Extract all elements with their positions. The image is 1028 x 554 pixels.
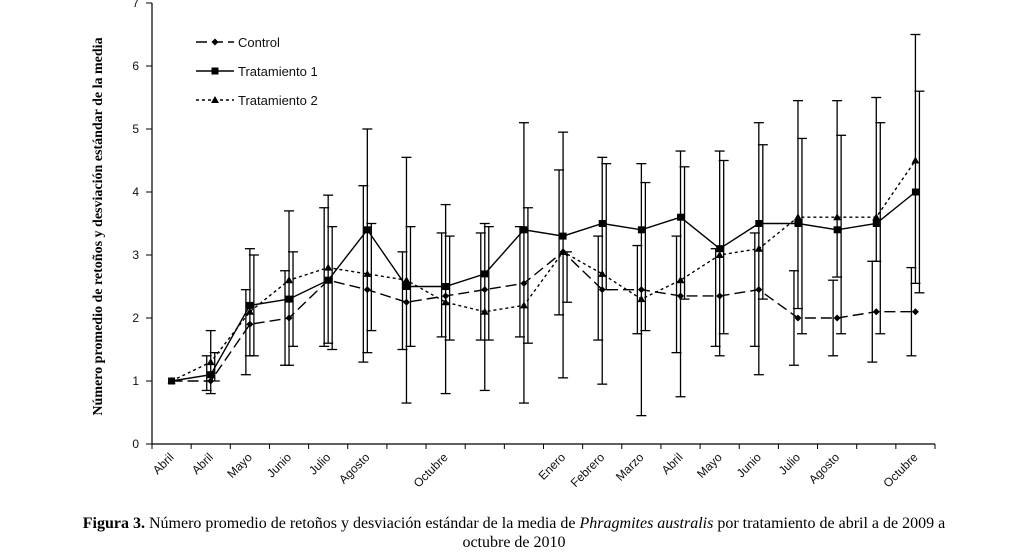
tratamiento-2-point — [833, 213, 842, 221]
y-tick-label: 0 — [132, 437, 139, 451]
tratamiento-1-point — [520, 226, 528, 234]
x-tick-label: Abril — [150, 450, 177, 477]
x-tick-label: Julio — [306, 450, 334, 478]
tratamiento-2-point — [715, 251, 724, 258]
tratamiento-1-point — [363, 226, 371, 234]
tratamiento-2-point — [363, 269, 372, 277]
caption-label: Figura 3. — [82, 515, 145, 532]
legend-tratamiento-1-marker — [211, 67, 219, 75]
legend-tratamiento-2-label: Tratamiento 2 — [238, 93, 318, 108]
legend-tratamiento-1-label: Tratamiento 1 — [238, 64, 318, 79]
y-tick-label: 6 — [132, 59, 139, 73]
tratamiento-1-point — [755, 220, 763, 227]
tratamiento-1-point — [794, 220, 802, 227]
x-tick-label: Junio — [734, 450, 764, 480]
tratamiento-1-point — [598, 220, 606, 227]
y-tick-label: 1 — [132, 374, 139, 388]
tratamiento-2-point — [167, 377, 176, 384]
x-tick-label: Abril — [659, 450, 686, 477]
legend-tratamiento-2-marker — [211, 96, 219, 103]
figure-caption: Figura 3. Número promedio de retoños y d… — [0, 514, 1028, 552]
x-tick-label: Julio — [776, 450, 804, 478]
caption-line-2: octubre de 2010 — [462, 534, 566, 551]
tratamiento-1-point — [402, 283, 410, 290]
tratamiento-1-point — [324, 276, 332, 284]
x-tick-label: Octubre — [411, 450, 451, 490]
control-point — [872, 308, 880, 316]
control-point — [833, 314, 841, 322]
x-tick-label: Abril — [189, 450, 216, 477]
tratamiento-2-point — [324, 263, 333, 271]
y-tick-label: 4 — [132, 185, 139, 199]
tratamiento-2-point — [872, 213, 881, 221]
tratamiento-1-point — [559, 232, 567, 240]
tratamiento-1-point — [872, 220, 880, 227]
tratamiento-2-point — [598, 269, 607, 277]
caption-text-before: Número promedio de retoños y desviación … — [144, 515, 580, 532]
tratamiento-2-point — [519, 301, 528, 309]
tratamiento-1-point — [677, 213, 685, 221]
tratamiento-2-point — [441, 298, 450, 306]
tratamiento-2-point — [793, 213, 802, 221]
tratamiento-2-point — [559, 247, 568, 255]
tratamiento-1-point — [442, 283, 450, 290]
x-tick-label: Agosto — [806, 450, 843, 487]
x-tick-label: Febrero — [568, 450, 608, 490]
legend-control-marker — [211, 38, 219, 46]
y-tick-label: 7 — [132, 0, 139, 10]
x-tick-label: Marzo — [613, 450, 647, 484]
control-series-line — [171, 250, 916, 382]
x-tick-label: Enero — [536, 450, 569, 483]
tratamiento-1-point — [911, 188, 919, 196]
x-tick-label: Octubre — [880, 450, 920, 490]
tratamiento-2-point — [206, 358, 215, 366]
tratamiento-1-point — [246, 301, 254, 309]
x-tick-label: Junio — [264, 450, 294, 480]
tratamiento-2-point — [911, 156, 920, 164]
tratamiento-1-point — [285, 295, 293, 303]
x-tick-label: Agosto — [336, 450, 373, 487]
tratamiento-1-point — [207, 371, 215, 379]
tratamiento-2-point — [480, 307, 489, 315]
tratamiento-2-point — [245, 307, 254, 315]
control-point — [911, 308, 919, 316]
tratamiento-2-series-line — [171, 160, 917, 382]
tratamiento-1-point — [481, 270, 489, 278]
x-tick-label: Mayo — [224, 450, 255, 481]
caption-text-after: por tratamiento de abril a de 2009 a — [713, 515, 946, 532]
y-axis-label: Número promedio de retoños y desviación … — [91, 37, 106, 415]
tratamiento-2-point — [637, 295, 646, 303]
y-tick-label: 5 — [132, 122, 139, 136]
x-tick-label: Mayo — [694, 450, 725, 481]
tratamiento-1-point — [716, 245, 724, 253]
tratamiento-2-point — [676, 276, 685, 284]
y-tick-label: 3 — [132, 248, 139, 262]
y-tick-label: 2 — [132, 311, 139, 325]
legend-control-label: Control — [238, 35, 280, 50]
tratamiento-1-series-line — [171, 191, 916, 382]
tratamiento-2-point — [285, 276, 294, 284]
caption-species: Phragmites australis — [579, 515, 714, 532]
tratamiento-1-point — [637, 226, 645, 234]
tratamiento-2-point — [402, 276, 411, 284]
tratamiento-1-point — [833, 226, 841, 234]
tratamiento-2-point — [754, 244, 763, 252]
control-point — [794, 314, 802, 322]
